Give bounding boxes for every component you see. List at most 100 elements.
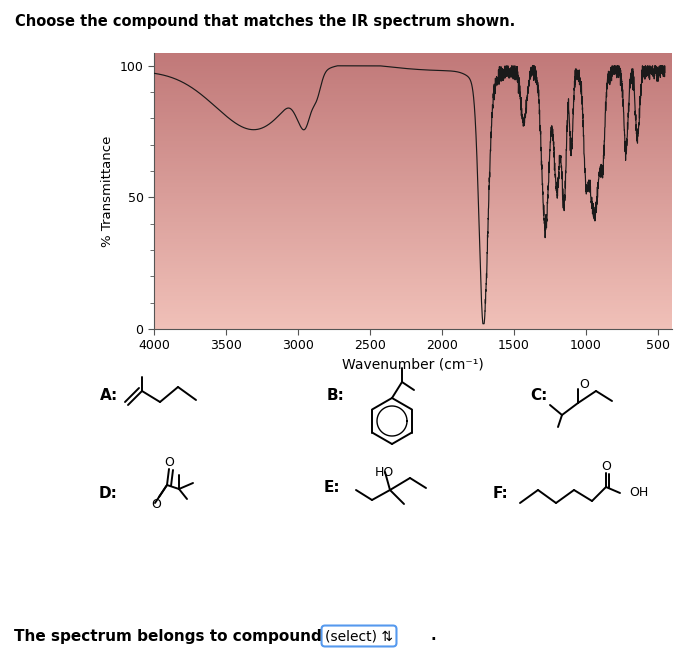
- Bar: [154, 268, 672, 270]
- Bar: [154, 178, 672, 180]
- Text: F:: F:: [492, 486, 508, 501]
- Bar: [154, 248, 672, 250]
- Bar: [154, 220, 672, 222]
- Bar: [154, 89, 672, 91]
- Bar: [154, 71, 672, 73]
- Bar: [154, 168, 672, 170]
- Bar: [154, 101, 672, 103]
- Bar: [154, 112, 672, 113]
- Bar: [154, 315, 672, 316]
- Bar: [154, 237, 672, 239]
- Bar: [154, 263, 672, 265]
- Bar: [154, 322, 672, 324]
- Bar: [154, 239, 672, 241]
- Bar: [154, 91, 672, 93]
- Bar: [154, 244, 672, 246]
- Bar: [154, 186, 672, 187]
- Bar: [154, 69, 672, 71]
- Text: O: O: [601, 461, 611, 474]
- Bar: [154, 136, 672, 138]
- Bar: [154, 205, 672, 207]
- Bar: [154, 150, 672, 152]
- Bar: [154, 130, 672, 132]
- Bar: [154, 285, 672, 287]
- Bar: [154, 290, 672, 292]
- Bar: [154, 279, 672, 281]
- Bar: [154, 261, 672, 263]
- Bar: [154, 158, 672, 159]
- Bar: [154, 119, 672, 121]
- Bar: [154, 311, 672, 313]
- Bar: [154, 117, 672, 119]
- Bar: [154, 99, 672, 101]
- Bar: [154, 182, 672, 184]
- Bar: [154, 193, 672, 195]
- Bar: [154, 222, 672, 224]
- Bar: [154, 296, 672, 297]
- Text: The spectrum belongs to compound: The spectrum belongs to compound: [14, 628, 322, 644]
- Bar: [154, 191, 672, 193]
- Bar: [154, 301, 672, 303]
- Bar: [154, 60, 672, 62]
- Bar: [154, 184, 672, 186]
- Bar: [154, 294, 672, 296]
- Bar: [154, 207, 672, 209]
- Bar: [154, 138, 672, 139]
- Bar: [154, 274, 672, 276]
- Bar: [154, 242, 672, 244]
- Bar: [154, 251, 672, 253]
- Bar: [154, 76, 672, 78]
- Bar: [154, 149, 672, 150]
- Bar: [154, 128, 672, 130]
- Bar: [154, 228, 672, 230]
- Bar: [154, 176, 672, 178]
- Bar: [154, 154, 672, 156]
- Bar: [154, 180, 672, 182]
- Bar: [154, 266, 672, 268]
- Bar: [154, 93, 672, 95]
- Bar: [154, 305, 672, 307]
- Bar: [154, 115, 672, 117]
- Bar: [154, 57, 672, 58]
- Bar: [154, 126, 672, 128]
- Bar: [154, 73, 672, 75]
- Bar: [154, 287, 672, 288]
- Bar: [154, 165, 672, 167]
- Bar: [154, 209, 672, 211]
- Bar: [154, 257, 672, 259]
- Bar: [154, 241, 672, 242]
- Bar: [154, 233, 672, 235]
- Text: E:: E:: [323, 480, 340, 495]
- Bar: [154, 156, 672, 158]
- Bar: [154, 161, 672, 163]
- Bar: [154, 202, 672, 204]
- Text: HO: HO: [375, 467, 394, 480]
- Bar: [154, 167, 672, 168]
- Text: O: O: [164, 457, 174, 470]
- Text: A:: A:: [99, 388, 118, 403]
- Text: O: O: [579, 378, 589, 392]
- Bar: [154, 75, 672, 76]
- Text: C:: C:: [531, 388, 548, 403]
- Bar: [154, 232, 672, 233]
- X-axis label: Wavenumber (cm⁻¹): Wavenumber (cm⁻¹): [342, 358, 484, 372]
- Bar: [154, 211, 672, 213]
- Bar: [154, 307, 672, 309]
- Bar: [154, 134, 672, 136]
- Text: (select) ⇅: (select) ⇅: [325, 629, 393, 643]
- Bar: [154, 64, 672, 66]
- Bar: [154, 80, 672, 82]
- Bar: [154, 122, 672, 124]
- Bar: [154, 226, 672, 228]
- Bar: [154, 55, 672, 57]
- Bar: [154, 67, 672, 69]
- Bar: [154, 78, 672, 80]
- Bar: [154, 145, 672, 147]
- Bar: [154, 108, 672, 110]
- Bar: [154, 187, 672, 189]
- Bar: [154, 299, 672, 301]
- Text: OH: OH: [629, 486, 648, 499]
- Bar: [154, 216, 672, 218]
- Bar: [154, 113, 672, 115]
- Bar: [154, 325, 672, 327]
